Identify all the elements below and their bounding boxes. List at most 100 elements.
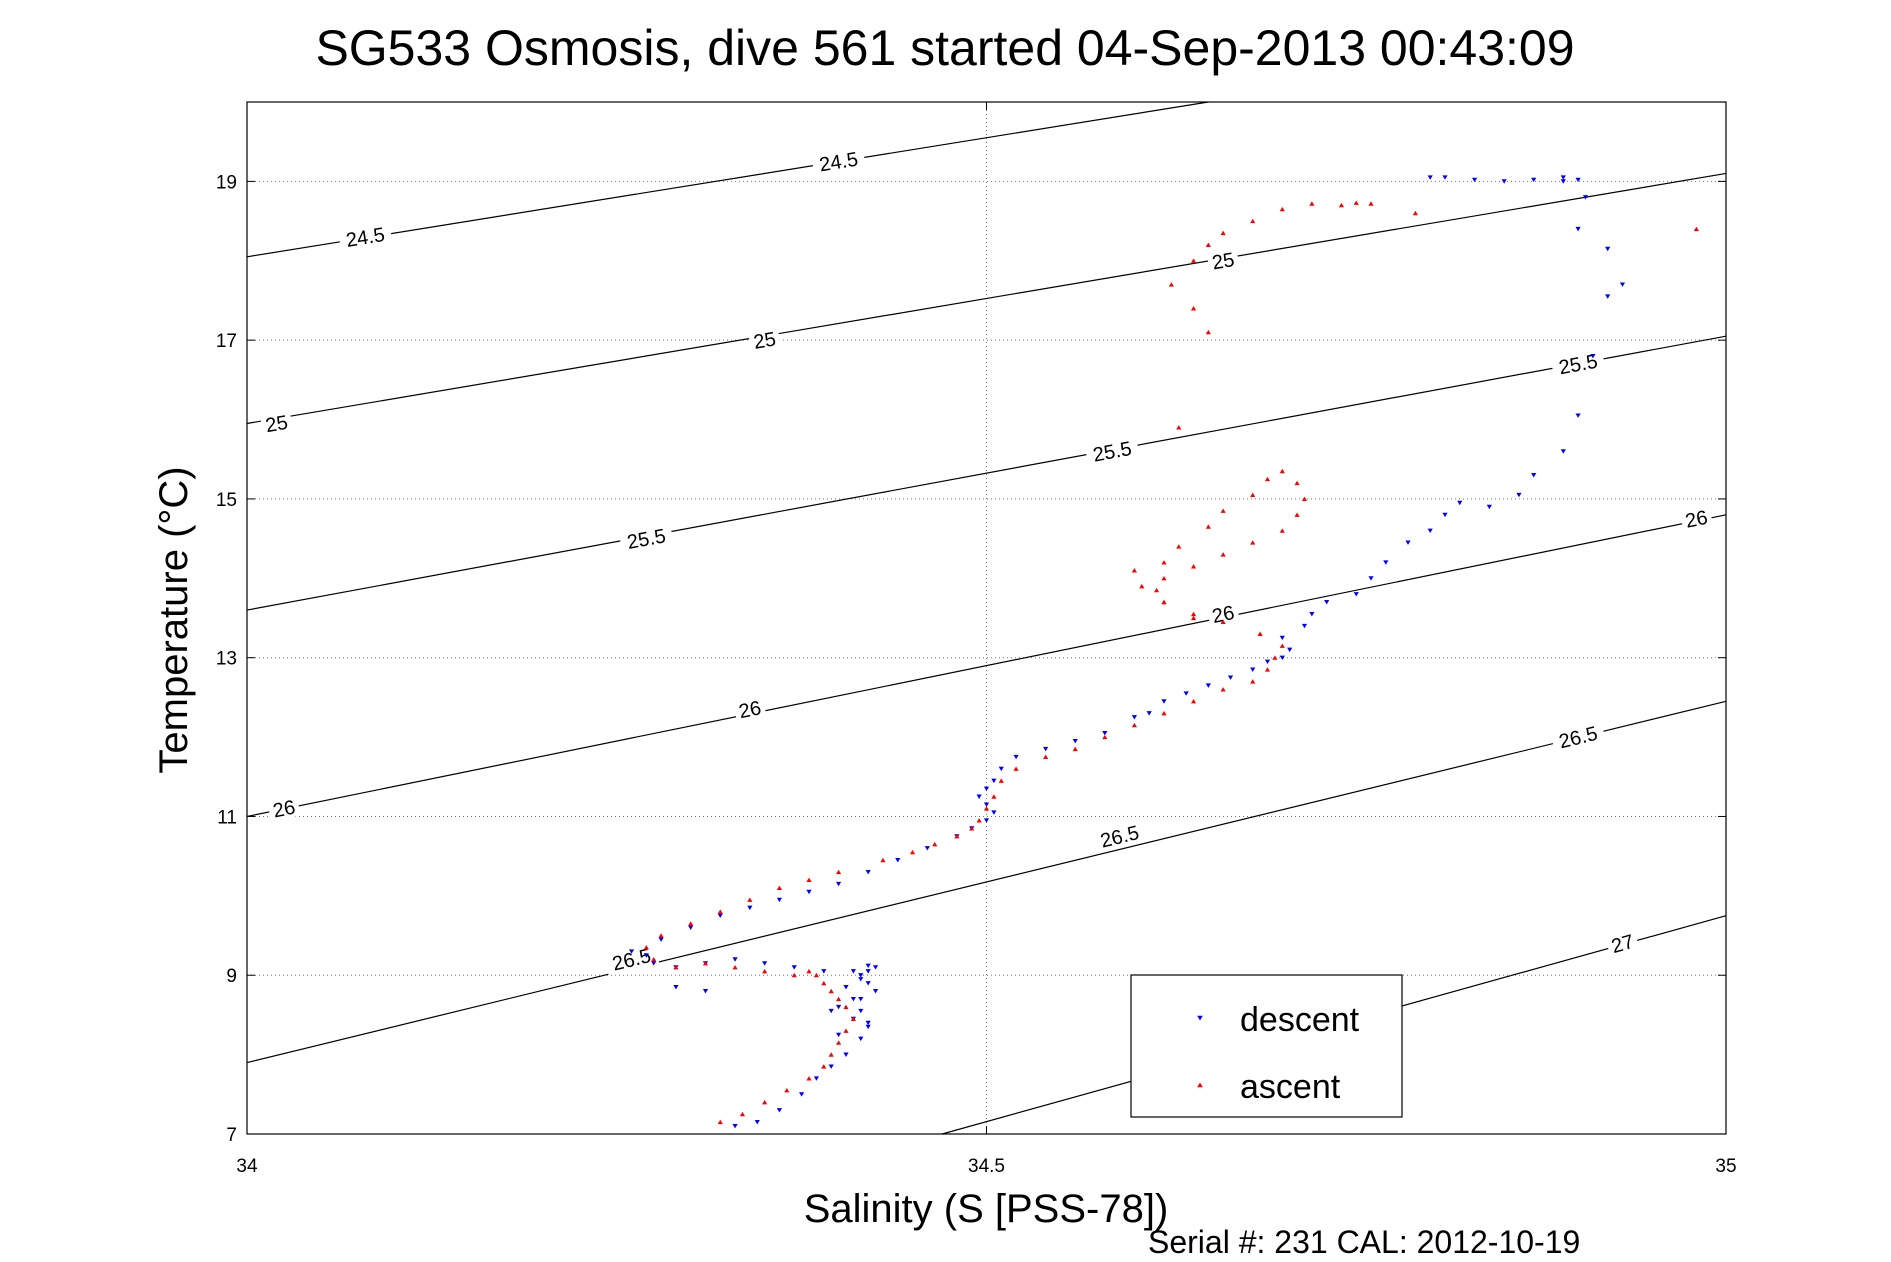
descent-point	[858, 996, 864, 1002]
x-tick-label: 34.5	[968, 1156, 1005, 1177]
ascent-point	[850, 1016, 856, 1021]
ascent-point	[1250, 218, 1256, 224]
legend-marker-descent	[1197, 1015, 1203, 1021]
ascent-point	[1368, 201, 1374, 206]
ascent-point	[880, 857, 886, 863]
y-tick-label: 19	[216, 172, 237, 193]
descent-point	[1279, 655, 1285, 661]
ascent-point	[998, 778, 1004, 783]
ascent-point	[1190, 611, 1197, 617]
descent-point	[1560, 449, 1566, 454]
ascent-point	[717, 1119, 723, 1125]
descent-point	[643, 953, 649, 958]
ascent-point	[1139, 583, 1145, 589]
descent-point	[850, 969, 856, 974]
descent-point	[673, 985, 679, 990]
ascent-point	[976, 818, 982, 823]
descent-point	[1427, 528, 1433, 534]
ascent-point	[836, 996, 842, 1002]
ascent-point	[1264, 476, 1271, 482]
ascent-point	[1043, 754, 1049, 760]
isopycnal-label: 24.5	[818, 149, 860, 177]
ascent-point	[717, 909, 723, 914]
descent-point	[843, 1052, 849, 1057]
descent-point	[717, 913, 723, 919]
ascent-point	[1220, 619, 1226, 625]
descent-point	[858, 1036, 864, 1042]
ascent-point	[1013, 766, 1019, 771]
ascent-point	[813, 972, 820, 978]
ascent-point	[739, 1111, 746, 1117]
ascent-point	[1250, 679, 1256, 684]
ascent-point	[1294, 512, 1300, 517]
descent-point	[1183, 691, 1189, 696]
ascent-point	[1161, 710, 1167, 716]
isopycnal-label-bg	[1084, 434, 1140, 466]
descent-point	[799, 1092, 805, 1097]
descent-point	[1516, 492, 1522, 498]
descent-point	[1368, 576, 1374, 581]
descent-point	[1560, 179, 1566, 184]
ascent-point	[1279, 206, 1285, 212]
isopycnal-label-bg	[747, 325, 782, 353]
descent-point	[1301, 623, 1308, 629]
ascent-point	[643, 945, 649, 950]
descent-point	[865, 963, 871, 969]
ascent-point	[1168, 282, 1174, 287]
isopycnal-label-bg	[1549, 719, 1606, 753]
ascent-point	[1176, 425, 1182, 430]
ascent-point	[1205, 242, 1211, 247]
descent-point	[1442, 175, 1448, 180]
isopycnal-label-bg	[1679, 504, 1714, 532]
ascent-point	[1250, 540, 1256, 545]
descent-point	[1605, 246, 1611, 252]
descent-point	[858, 977, 864, 982]
ascent-point	[1693, 226, 1700, 232]
descent-point	[1486, 504, 1492, 510]
isopycnal-label-bg	[1206, 246, 1240, 274]
descent-point	[628, 949, 635, 954]
isopycnal-label-bg	[1604, 927, 1640, 958]
descent-point	[1531, 473, 1537, 478]
chart-title: SG533 Osmosis, dive 561 started 04-Sep-2…	[315, 20, 1574, 76]
ascent-point	[1190, 306, 1197, 311]
legend-marker-ascent	[1197, 1082, 1203, 1088]
ascent-point	[1161, 599, 1167, 605]
ascent-point	[1161, 560, 1167, 565]
descent-point	[1043, 746, 1049, 752]
descent-point	[850, 996, 856, 1002]
series-descent	[628, 175, 1626, 1129]
ascent-point	[1190, 615, 1197, 621]
ascent-point	[1338, 202, 1345, 208]
descent-point	[1531, 177, 1537, 183]
descent-point	[895, 858, 901, 863]
ascent-point	[806, 877, 812, 883]
legend-label-descent: descent	[1240, 1001, 1360, 1039]
descent-point	[1146, 711, 1152, 716]
isopycnal-label-bg	[1206, 599, 1240, 627]
ascent-point	[651, 957, 657, 962]
y-tick-label: 7	[226, 1125, 237, 1146]
ascent-point	[1190, 699, 1197, 704]
isopycnal-26	[246, 514, 1727, 818]
ascent-point	[843, 1028, 849, 1033]
ascent-point	[1131, 722, 1137, 728]
ascent-point	[747, 897, 753, 902]
descent-point	[732, 957, 738, 962]
descent-point	[1102, 731, 1108, 736]
ascent-point	[828, 988, 834, 994]
descent-point	[1619, 282, 1626, 287]
descent-point	[1471, 177, 1478, 183]
y-tick-label: 17	[216, 331, 237, 352]
descent-point	[1072, 738, 1078, 744]
descent-point	[813, 1076, 820, 1081]
legend: descent ascent	[1130, 974, 1403, 1118]
descent-point	[865, 1024, 871, 1030]
x-tick-label: 35	[1715, 1156, 1736, 1177]
isopycnal-label: 26	[1684, 507, 1710, 533]
ascent-point	[1264, 667, 1271, 672]
descent-point	[747, 905, 753, 911]
isopycnal-label: 26	[737, 697, 763, 723]
ascent-point	[1176, 544, 1182, 549]
descent-point	[1590, 353, 1596, 359]
